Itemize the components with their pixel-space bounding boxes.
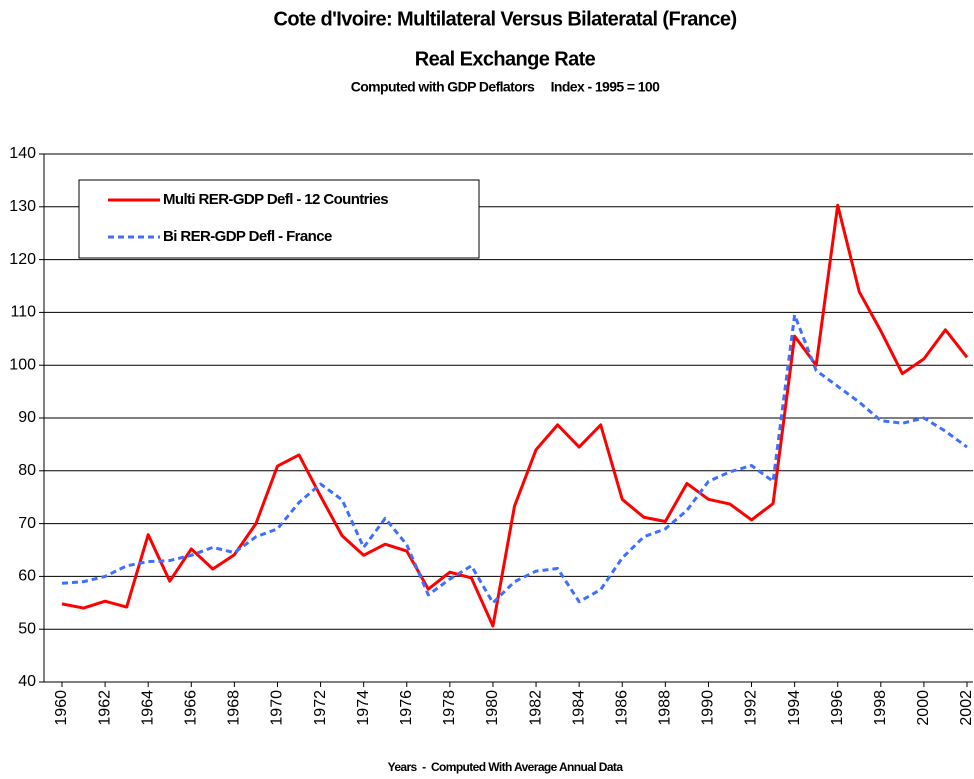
y-tick-label: 130 [9,198,36,215]
y-tick-label: 70 [18,515,36,532]
x-tick-label: 1994 [786,690,803,726]
x-tick-label: 1996 [829,690,846,726]
x-tick-label: 1966 [183,690,200,726]
x-tick-label: 1968 [226,690,243,726]
x-tick-label: 1962 [96,690,113,726]
x-tick-label: 1986 [613,690,630,726]
x-tick-label: 2002 [958,690,974,726]
x-tick-label: 1982 [527,690,544,726]
chart-annotation: Computed with GDP Deflators Index - 1995… [351,79,660,95]
y-tick-label: 50 [18,620,36,637]
chart-title: Cote d'Ivoire: Multilateral Versus Bilat… [273,8,736,30]
x-tick-label: 2000 [915,690,932,726]
y-tick-label: 90 [18,409,36,426]
data-line [61,203,969,628]
x-tick-label: 1988 [657,690,674,726]
x-tick-label: 1964 [139,690,156,726]
x-tick-label: 1992 [743,690,760,726]
y-tick-label: 120 [9,251,36,268]
x-tick-label: 1972 [312,690,329,726]
x-tick-label: 1978 [441,690,458,726]
legend-box [78,179,480,259]
x-tick-label: 1960 [53,690,70,726]
y-tick-label: 140 [9,145,36,162]
legend-label: Multi RER-GDP Defl - 12 Countries [163,191,388,208]
y-tick-label: 40 [18,673,36,690]
x-tick-label: 1976 [398,690,415,726]
x-tick-label: 1974 [355,690,372,726]
chart-subtitle: Real Exchange Rate [415,48,596,70]
x-tick-label: 1970 [269,690,286,726]
x-tick-label: 1998 [872,690,889,726]
y-tick-label: 110 [10,304,36,321]
y-tick-label: 60 [18,568,36,585]
x-tick-label: 1980 [484,690,501,726]
data-line [61,313,968,605]
y-tick-label: 80 [18,462,36,479]
legend-label: Bi RER-GDP Defl - France [163,228,332,245]
x-tick-label: 1990 [700,690,717,726]
x-axis-label: Years - Computed With Average Annual Dat… [388,760,624,774]
y-tick-label: 100 [9,356,36,373]
x-tick-label: 1984 [570,690,587,726]
